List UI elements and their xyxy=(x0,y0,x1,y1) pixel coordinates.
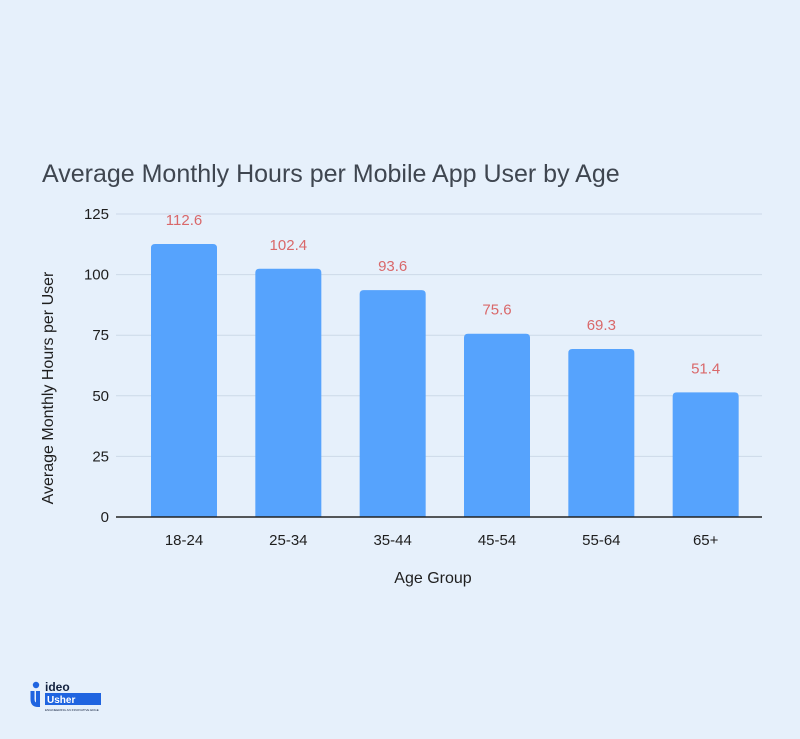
y-tick-label: 125 xyxy=(84,206,109,223)
bar-55-64 xyxy=(568,349,635,517)
logo-u-mark xyxy=(30,691,40,708)
y-tick-label: 100 xyxy=(84,267,109,284)
y-tick-label: 75 xyxy=(92,327,109,344)
ideousher-logo: ideo Usher ENGINEERING AN INNOVATIVE EDG… xyxy=(30,680,101,712)
x-tick-label: 25-34 xyxy=(269,532,307,549)
bar-18-24 xyxy=(151,244,217,517)
x-tick-label: 55-64 xyxy=(582,532,620,549)
logo-brand-bar xyxy=(45,693,101,705)
logo-tagline: ENGINEERING AN INNOVATIVE EDGE xyxy=(45,708,99,712)
bar-65+ xyxy=(672,392,739,517)
bar-35-44 xyxy=(359,290,426,517)
x-axis-title: Age Group xyxy=(394,570,471,587)
y-tick-label: 0 xyxy=(101,509,109,526)
value-label: 51.4 xyxy=(691,360,720,377)
grid-lines xyxy=(116,213,762,457)
value-label: 93.6 xyxy=(378,258,407,275)
x-tick-label: 35-44 xyxy=(373,532,411,549)
value-label: 102.4 xyxy=(270,237,308,254)
y-axis-ticks: 0 25 50 75 100 125 xyxy=(84,206,109,526)
logo-brand-bottom: Usher xyxy=(47,695,75,706)
y-tick-label: 50 xyxy=(92,388,109,405)
x-tick-label: 18-24 xyxy=(165,532,203,549)
y-tick-label: 25 xyxy=(92,448,109,465)
x-tick-label: 45-54 xyxy=(478,532,516,549)
x-tick-label: 65+ xyxy=(693,532,719,549)
x-axis-ticks: 18-24 25-34 35-44 45-54 55-64 65+ xyxy=(165,532,719,549)
value-label: 112.6 xyxy=(166,212,202,229)
value-label: 75.6 xyxy=(482,302,511,319)
value-labels: 112.6 102.4 93.6 75.6 69.3 51.4 xyxy=(166,212,720,377)
bar-25-34 xyxy=(255,268,322,517)
y-axis-title: Average Monthly Hours per User xyxy=(40,271,57,504)
logo-dot xyxy=(32,681,40,689)
bar-45-54 xyxy=(464,333,530,517)
bars xyxy=(151,244,739,517)
logo-brand-top: ideo xyxy=(45,680,70,694)
chart-title: Average Monthly Hours per Mobile App Use… xyxy=(42,160,620,188)
value-label: 69.3 xyxy=(587,317,616,334)
